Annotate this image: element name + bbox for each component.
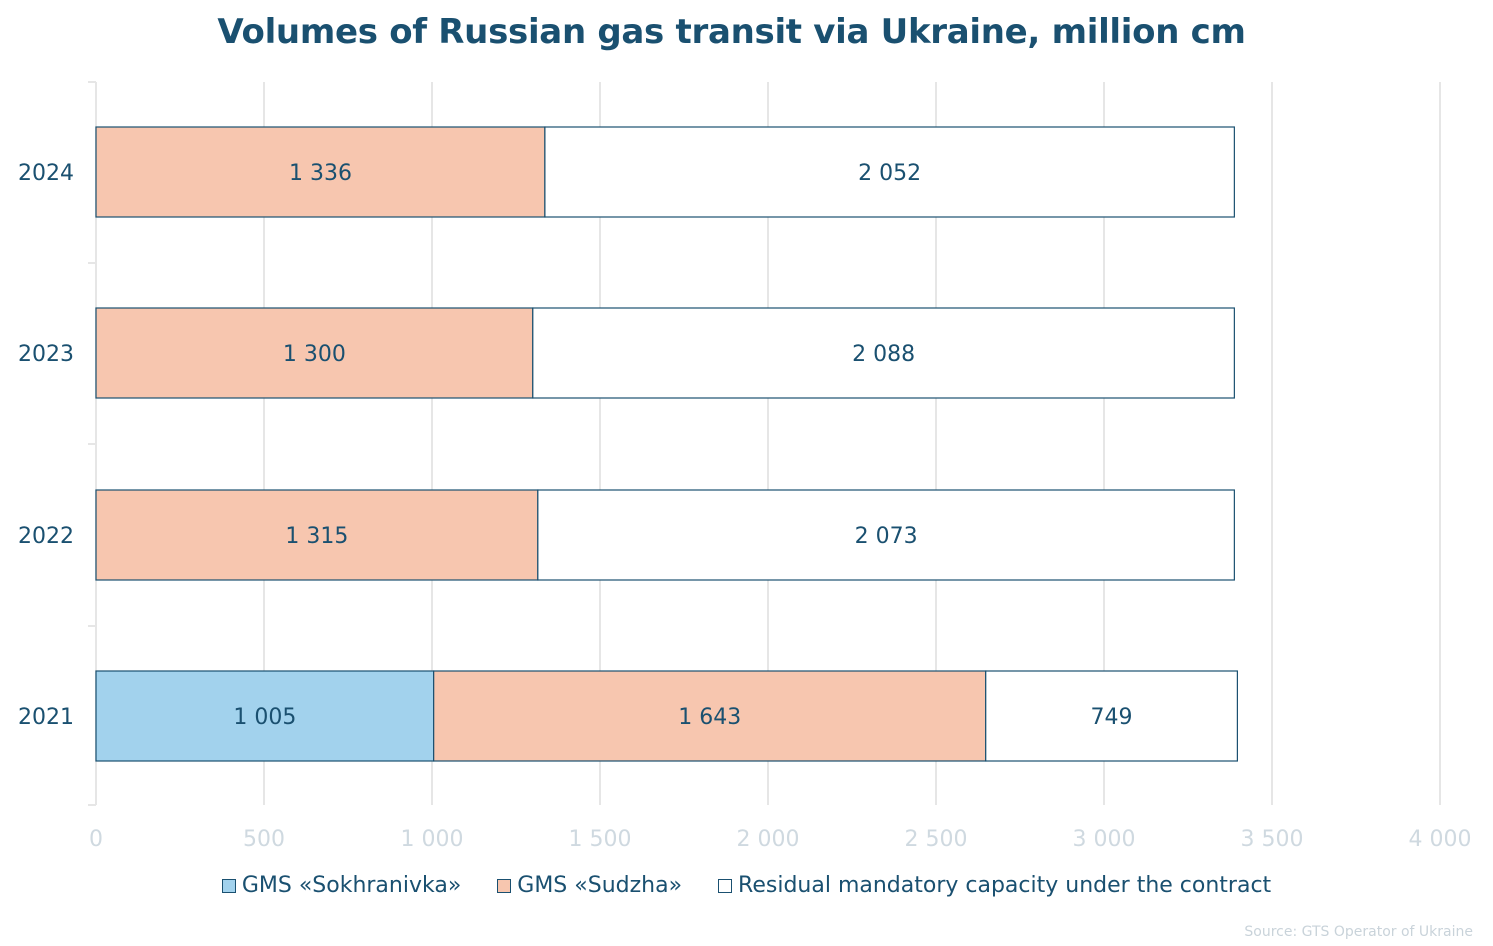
legend-item-residual: Residual mandatory capacity under the co…	[718, 873, 1271, 898]
y-tick-label-2022: 2022	[18, 524, 74, 549]
data-label-2021-series-2: 749	[1091, 705, 1133, 730]
x-tick-label-3000: 3 000	[1073, 827, 1136, 852]
x-tick-label-500: 500	[243, 827, 285, 852]
data-label-2021-series-1: 1 643	[678, 705, 741, 730]
y-tick-label-2024: 2024	[18, 161, 74, 186]
y-tick-label-2023: 2023	[18, 342, 74, 367]
bar-2021-series-0	[95, 670, 435, 762]
data-label-2023-series-2: 2 088	[852, 342, 915, 367]
bar-2021-series-2	[985, 670, 1238, 762]
data-label-2024-series-1: 1 336	[289, 161, 352, 186]
legend-label-residual: Residual mandatory capacity under the co…	[738, 873, 1272, 898]
legend-item-sokhranivka: GMS «Sokhranivka»	[221, 873, 462, 898]
source-note: Source: GTS Operator of Ukraine	[1244, 924, 1473, 940]
legend-label-sudzha: GMS «Sudzha»	[517, 873, 683, 898]
x-tick-label-1000: 1 000	[401, 827, 464, 852]
x-tick-label-1500: 1 500	[569, 827, 632, 852]
legend-swatch-sudzha	[497, 878, 512, 893]
data-label-2023-series-1: 1 300	[283, 342, 346, 367]
x-tick-label-0: 0	[89, 827, 103, 852]
bar-2024-series-2	[544, 126, 1235, 218]
data-label-2024-series-2: 2 052	[858, 161, 921, 186]
bar-2023-series-1	[95, 307, 534, 399]
y-tick-label-2021: 2021	[18, 705, 74, 730]
legend-item-sudzha: GMS «Sudzha»	[497, 873, 682, 898]
legend-label-sokhranivka: GMS «Sokhranivka»	[241, 873, 462, 898]
x-tick-label-4000: 4 000	[1409, 827, 1472, 852]
bar-2024-series-1	[95, 126, 546, 218]
x-tick-label-2500: 2 500	[905, 827, 968, 852]
legend: GMS «Sokhranivka» GMS «Sudzha» Residual …	[0, 873, 1493, 898]
x-tick-label-2000: 2 000	[737, 827, 800, 852]
legend-swatch-residual	[718, 878, 733, 893]
legend-swatch-sokhranivka	[221, 878, 236, 893]
data-label-2021-series-0: 1 005	[233, 705, 296, 730]
chart-title: Volumes of Russian gas transit via Ukrai…	[217, 12, 1246, 52]
bar-2023-series-2	[532, 307, 1235, 399]
bar-2022-series-2	[537, 489, 1235, 581]
data-label-2022-series-2: 2 073	[855, 524, 918, 549]
data-label-2022-series-1: 1 315	[285, 524, 348, 549]
bar-2021-series-1	[433, 670, 987, 762]
x-tick-label-3500: 3 500	[1241, 827, 1304, 852]
